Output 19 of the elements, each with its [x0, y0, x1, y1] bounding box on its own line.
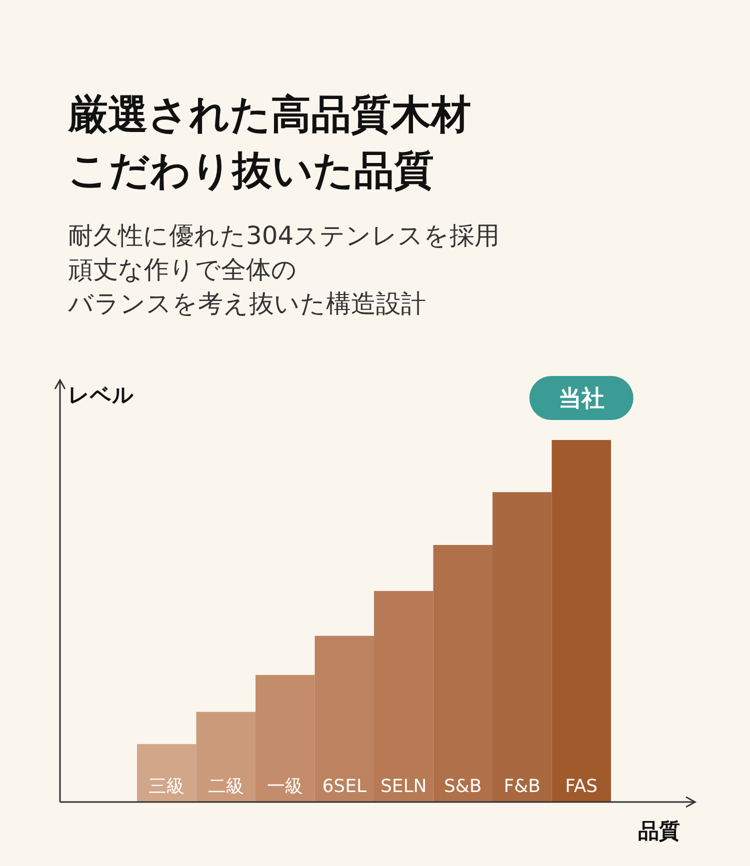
x-tick-label: 三級 — [148, 776, 185, 797]
x-tick-label: SELN — [380, 776, 427, 797]
x-tick-label: 二級 — [208, 776, 244, 797]
bar — [137, 744, 196, 802]
x-tick-label: 一級 — [267, 776, 304, 797]
text: 頑丈な作りで全体の — [68, 255, 297, 284]
x-tick-label: 6SEL — [322, 776, 367, 797]
x-axis-title: 品質 — [638, 819, 680, 843]
text: 当社 — [558, 386, 604, 412]
bar — [256, 674, 315, 802]
x-tick-label: S&B — [444, 776, 482, 797]
bar — [552, 440, 611, 802]
bar — [196, 712, 256, 802]
y-axis-title: レベル — [68, 383, 134, 407]
chart-subtitle: 耐久性に優れた304ステンレスを採用 — [68, 221, 500, 250]
x-tick-label: F&B — [504, 776, 540, 797]
chart-title: 厳選された高品質木材こだわり抜いた品質 — [67, 92, 471, 194]
text: バランスを考え抜いた構造設計 — [67, 289, 426, 318]
x-tick-label: FAS — [565, 776, 598, 797]
